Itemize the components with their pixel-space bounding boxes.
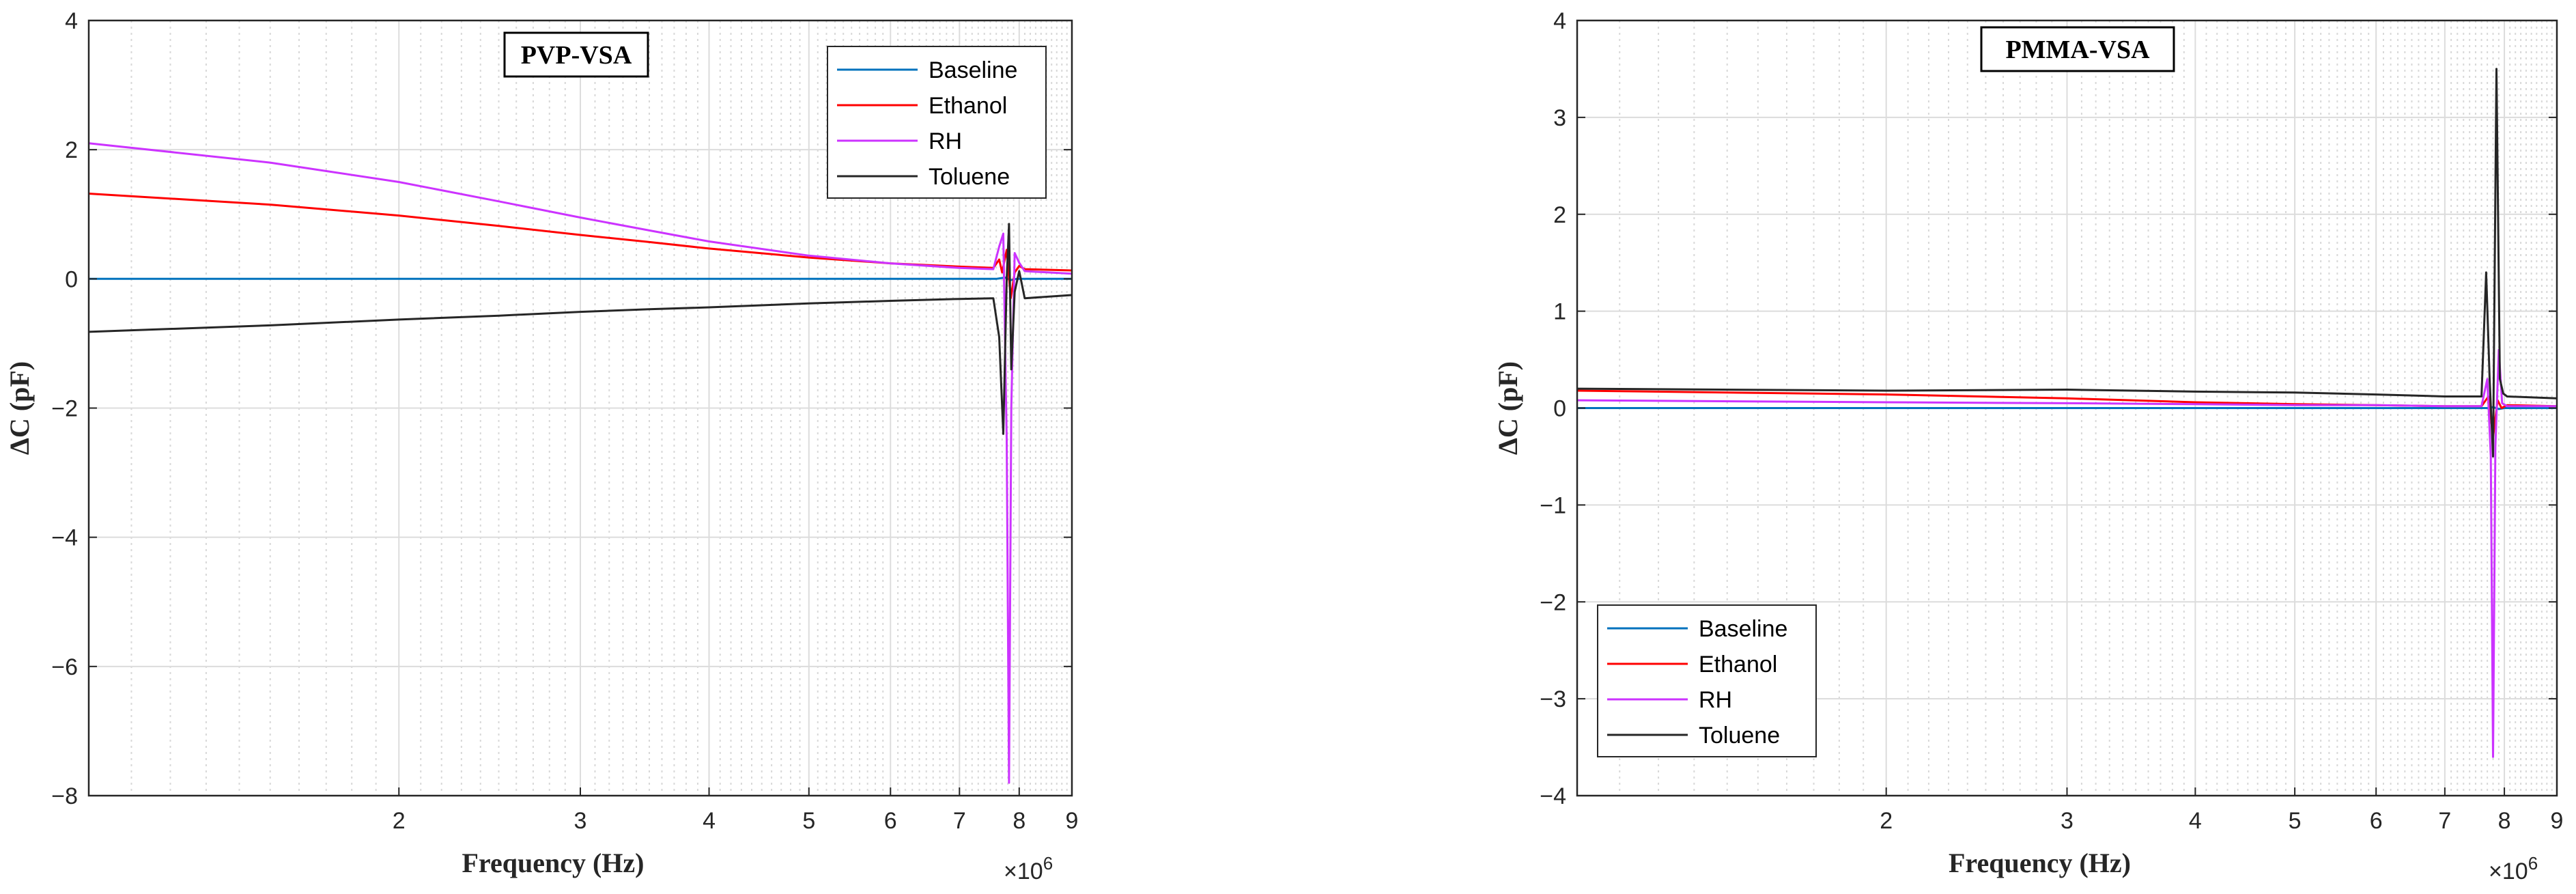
p1-chart-title: PVP-VSA <box>521 41 632 70</box>
p2-legend-box <box>1597 604 1817 757</box>
p1-y-tick-label: −8 <box>51 783 78 809</box>
p2-x-multiplier-base: ×10 <box>2489 858 2528 884</box>
p2-legend-label-rh: RH <box>1699 687 1732 713</box>
p2-plot-area <box>1576 68 2558 758</box>
p2-x-tick-label: 6 <box>2370 808 2383 834</box>
p2-y-tick-label: −3 <box>1540 686 1566 712</box>
p2-y-tick-label: 4 <box>1553 8 1566 34</box>
p1-legend-label-toluene: Toluene <box>929 164 1010 190</box>
p2-x-tick-label: 5 <box>2289 808 2302 834</box>
p2-x-tick-label: 2 <box>1880 808 1893 834</box>
p2-chart-title: PMMA-VSA <box>2005 36 2150 64</box>
p1-legend-label-baseline: Baseline <box>929 57 1017 83</box>
p1-legend-box <box>827 46 1047 199</box>
p1-x-tick-label: 3 <box>574 808 587 834</box>
p1-y-tick-label: 0 <box>65 266 78 292</box>
p1-y-tick-label: −6 <box>51 654 78 680</box>
p2-legend-label-ethanol: Ethanol <box>1699 652 1777 678</box>
p2-legend-label-toluene: Toluene <box>1699 723 1780 749</box>
p1-title-box <box>503 31 649 78</box>
p2-y-tick-label: 0 <box>1553 396 1566 422</box>
p1-x-multiplier-base: ×10 <box>1004 858 1043 884</box>
p2-y-tick-label: 3 <box>1553 105 1566 131</box>
p1-series-line-toluene <box>88 223 1073 435</box>
p1-x-tick-label: 9 <box>1066 808 1079 834</box>
p2-x-axis-label: Frequency (Hz) <box>1949 848 2131 878</box>
p2-series-line-baseline <box>1577 406 2557 410</box>
p2-legend-label-baseline: Baseline <box>1699 616 1787 642</box>
p1-x-tick-label: 2 <box>393 808 406 834</box>
p1-plot-area <box>88 142 1073 784</box>
p2-y-tick-label: −4 <box>1540 783 1566 809</box>
p1-x-multiplier-exponent: 6 <box>1043 853 1053 874</box>
p1-legend-label-ethanol: Ethanol <box>929 93 1007 119</box>
p1-x-multiplier: ×106 <box>1004 853 1053 884</box>
p1-y-tick-label: 2 <box>65 137 78 163</box>
p2-y-tick-label: −2 <box>1540 589 1566 615</box>
p2-x-multiplier: ×106 <box>2489 853 2538 884</box>
p1-x-tick-label: 7 <box>953 808 966 834</box>
p2-x-tick-label: 8 <box>2498 808 2511 834</box>
p2-series-line-toluene <box>1576 68 2558 458</box>
p1-x-axis-label: Frequency (Hz) <box>462 848 645 878</box>
p1-x-tick-label: 8 <box>1013 808 1025 834</box>
p1-series-line-baseline <box>89 276 1072 281</box>
p1-series-line-rh <box>88 142 1073 784</box>
p1-x-tick-label: 5 <box>802 808 815 834</box>
p2-y-tick-label: −1 <box>1540 492 1566 518</box>
p2-x-tick-label: 7 <box>2438 808 2451 834</box>
p1-legend-label-rh: RH <box>929 128 962 154</box>
p1-y-tick-label: 4 <box>65 8 78 34</box>
p1-y-tick-label: −2 <box>51 396 78 422</box>
p2-x-tick-label: 4 <box>2189 808 2202 834</box>
p2-y-tick-label: 1 <box>1553 299 1566 325</box>
p1-x-tick-label: 4 <box>703 808 716 834</box>
p2-y-axis-label: ΔC (pF) <box>1492 361 1523 455</box>
p1-y-axis-label: ΔC (pF) <box>4 361 35 455</box>
p2-x-tick-label: 9 <box>2551 808 2564 834</box>
p1-y-tick-label: −4 <box>51 525 78 551</box>
p2-x-tick-label: 3 <box>2061 808 2073 834</box>
p1-x-tick-label: 6 <box>884 808 897 834</box>
p2-x-multiplier-exponent: 6 <box>2528 853 2538 874</box>
p2-title-box <box>1980 26 2175 72</box>
p2-y-tick-label: 2 <box>1553 202 1566 228</box>
